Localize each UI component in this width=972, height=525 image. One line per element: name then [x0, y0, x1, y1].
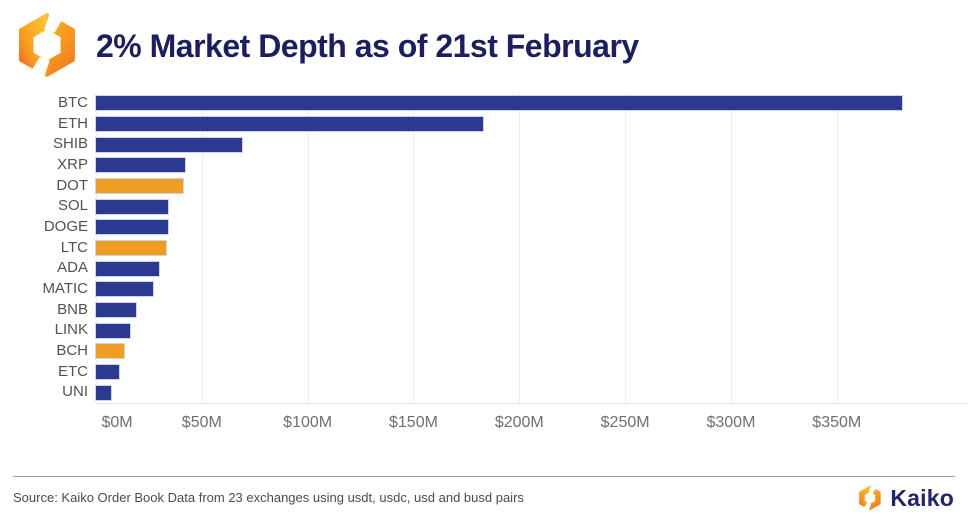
category-label-uni: UNI — [62, 383, 88, 401]
bar-etc — [96, 365, 120, 379]
x-tick-label: $300M — [706, 414, 756, 431]
category-label-bch: BCH — [56, 342, 88, 359]
footer-brand: Kaiko — [857, 482, 954, 514]
bar-btc — [96, 96, 903, 111]
bar-bch — [96, 344, 124, 359]
x-tick-label: $0M — [101, 414, 133, 431]
category-label-doge: DOGE — [43, 218, 88, 235]
x-tick-label: $250M — [600, 414, 650, 431]
category-label-bnb: BNB — [57, 300, 88, 318]
source-note: Source: Kaiko Order Book Data from 23 ex… — [13, 490, 524, 505]
x-tick-label: $50M — [181, 414, 222, 431]
bar-chart: BTC ETH SHIB XRP DOT SOL DOGE LTC ADA MATIC BNB LIN… — [42, 93, 968, 431]
x-axis-line — [96, 403, 968, 404]
category-label-eth: ETH — [58, 114, 88, 132]
bar-ltc — [96, 241, 166, 255]
bar-ada — [96, 261, 160, 276]
bar-matic — [96, 282, 154, 297]
gridline — [307, 93, 309, 403]
gridline — [730, 93, 732, 403]
gridline — [201, 93, 203, 403]
category-label-xrp: XRP — [57, 156, 88, 173]
gridline — [413, 93, 415, 403]
bar-doge — [96, 220, 168, 235]
bar-shib — [96, 137, 243, 152]
bar-eth — [96, 117, 484, 131]
category-label-shib: SHIB — [52, 135, 88, 153]
gridline — [519, 93, 521, 403]
kaiko-mark-icon — [859, 485, 882, 511]
bar-dot — [96, 179, 183, 193]
bar-uni — [96, 385, 111, 400]
gridline — [625, 93, 627, 403]
x-tick-label: $150M — [389, 414, 438, 431]
bar-link — [96, 323, 130, 338]
bar-bnb — [96, 303, 137, 317]
bar-xrp — [96, 158, 185, 173]
category-label-matic: MATIC — [42, 280, 88, 297]
brand-wordmark: Kaiko — [890, 484, 954, 511]
x-tick-label: $100M — [283, 414, 333, 431]
category-label-link: LINK — [54, 321, 88, 339]
category-label-sol: SOL — [57, 197, 88, 215]
category-label-ltc: LTC — [60, 238, 88, 256]
bar-sol — [96, 199, 168, 214]
page-title: 2% Market Depth as of 21st February — [96, 28, 639, 64]
category-label-dot: DOT — [56, 176, 88, 194]
x-tick-label: $350M — [812, 414, 862, 431]
category-label-btc: BTC — [58, 94, 88, 111]
category-label-ada: ADA — [57, 259, 88, 277]
x-tick-label: $200M — [494, 414, 544, 431]
gridline — [836, 93, 838, 403]
category-label-etc: ETC — [58, 362, 88, 380]
footer-divider — [13, 476, 955, 477]
plot-area — [96, 93, 968, 403]
